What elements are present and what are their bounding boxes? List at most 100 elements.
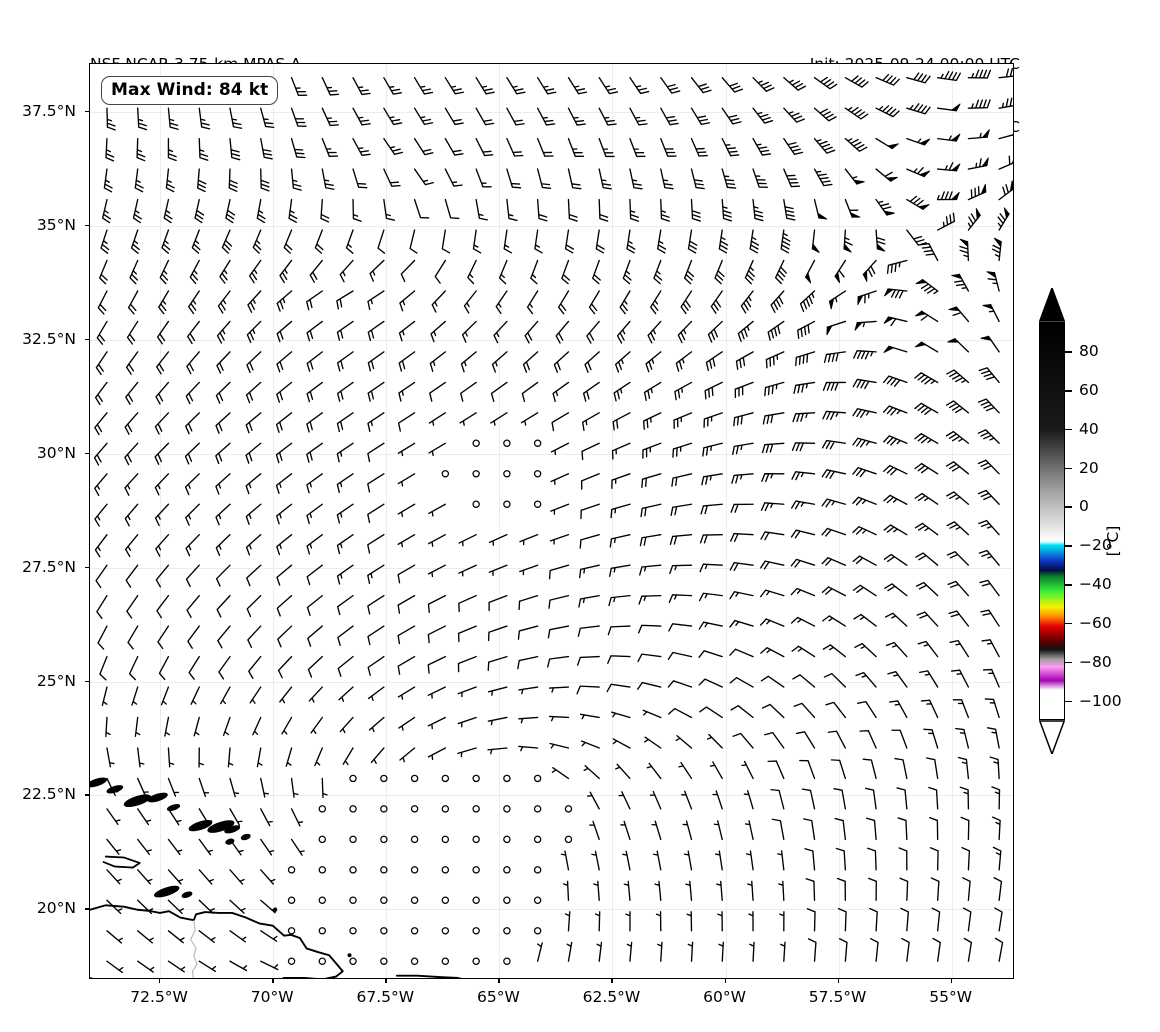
wind-barb [397,412,416,432]
wind-barb [667,680,693,688]
colorbar[interactable]: 80 60 40 20 0 −20 −40 −60 −80 −100 [1039,288,1122,754]
barb-shaft [764,381,785,397]
calm-wind-circle [472,805,480,813]
barb-pennant [980,335,992,341]
barb-shaft [399,747,416,763]
barb-shaft [427,655,447,674]
barb-shaft [702,442,723,457]
barb-shaft [998,155,1013,170]
barb-shaft [730,503,754,513]
wind-barb [594,911,601,932]
wind-barb [611,473,631,489]
calm-wind-circle [318,896,327,904]
wind-barb [677,320,693,344]
barb-shaft [397,412,416,432]
wind-barb [655,911,662,932]
barb-shaft [216,351,231,374]
barb-shaft [586,320,600,344]
barb-shaft [506,137,524,157]
barb-shaft [397,625,416,645]
calm-wind-circle [472,835,480,844]
wind-barb [517,655,539,670]
barb-pennant [876,243,886,252]
colorbar-tick-mark [1065,506,1072,508]
wind-barb [765,351,785,369]
wind-barb [852,555,877,566]
wind-barb [276,351,293,373]
barb-shaft [660,107,679,126]
barb-shaft [159,259,170,285]
barb-shaft [667,680,693,688]
calm-wind-circle [533,470,542,478]
barb-shaft [190,686,200,705]
wind-barb [783,198,796,221]
wind-barb [215,533,231,556]
coastline [395,974,462,978]
wind-barb [752,198,764,222]
wind-barb [352,168,368,189]
wind-barb [767,760,785,780]
barb-shaft [487,686,508,696]
barb-shaft [771,818,785,841]
wind-barb [729,591,754,600]
wind-barb [314,747,323,767]
latitude-tick-mark [85,908,89,910]
gridline-vertical [160,64,162,978]
barb-shaft [835,847,847,871]
wind-barb [680,290,693,315]
calm-wind-circle [441,470,450,478]
wind-barb [131,686,139,706]
wind-barb [245,533,262,556]
wind-barb [352,198,362,222]
barb-shaft [660,137,677,157]
barb-shaft [155,564,170,588]
calm-wind-circle [472,866,480,874]
barb-shaft [791,471,816,481]
wind-barb [790,529,816,539]
wind-barb [961,846,971,871]
barb-shaft [991,786,1001,810]
wind-barb [869,907,878,932]
calm-wind-circle [349,896,357,904]
barb-pennant [883,210,895,216]
wind-barb [651,820,662,841]
wind-barb [106,808,121,826]
barb-shaft [887,288,908,299]
wind-barb [917,640,939,658]
barb-shaft [413,137,434,156]
wind-barb [458,533,477,547]
barb-shaft [567,107,586,126]
barb-shaft [247,625,262,648]
wind-barb [915,552,939,566]
barb-shaft [668,623,693,632]
barb-shaft [215,564,231,587]
barb-shaft [967,186,987,201]
barb-shaft [167,777,180,797]
wind-barb [771,818,785,841]
barb-shaft [899,877,909,901]
wind-barb [962,907,972,932]
barb-shaft [761,703,785,719]
wind-barb [475,137,494,157]
barb-shaft [792,412,816,423]
wind-barb [712,790,723,810]
wind-barb [157,625,170,650]
map-axes[interactable] [89,63,1014,979]
barb-shaft [427,594,447,613]
barb-shaft [862,758,877,780]
calm-wind-circle [318,866,327,874]
wind-barb [952,699,970,719]
wind-barb [759,589,785,598]
wind-barb [245,442,262,464]
calm-wind-circle [533,927,542,935]
barb-shaft [154,473,170,496]
wind-barb [444,198,460,220]
barb-shaft [336,381,354,402]
barb-shaft [167,869,184,885]
wind-barb [461,320,477,343]
wind-barb [247,290,262,313]
wind-barb [821,469,847,479]
barb-shaft [906,229,927,246]
wind-barb [981,639,1000,658]
wind-barb [946,551,970,566]
